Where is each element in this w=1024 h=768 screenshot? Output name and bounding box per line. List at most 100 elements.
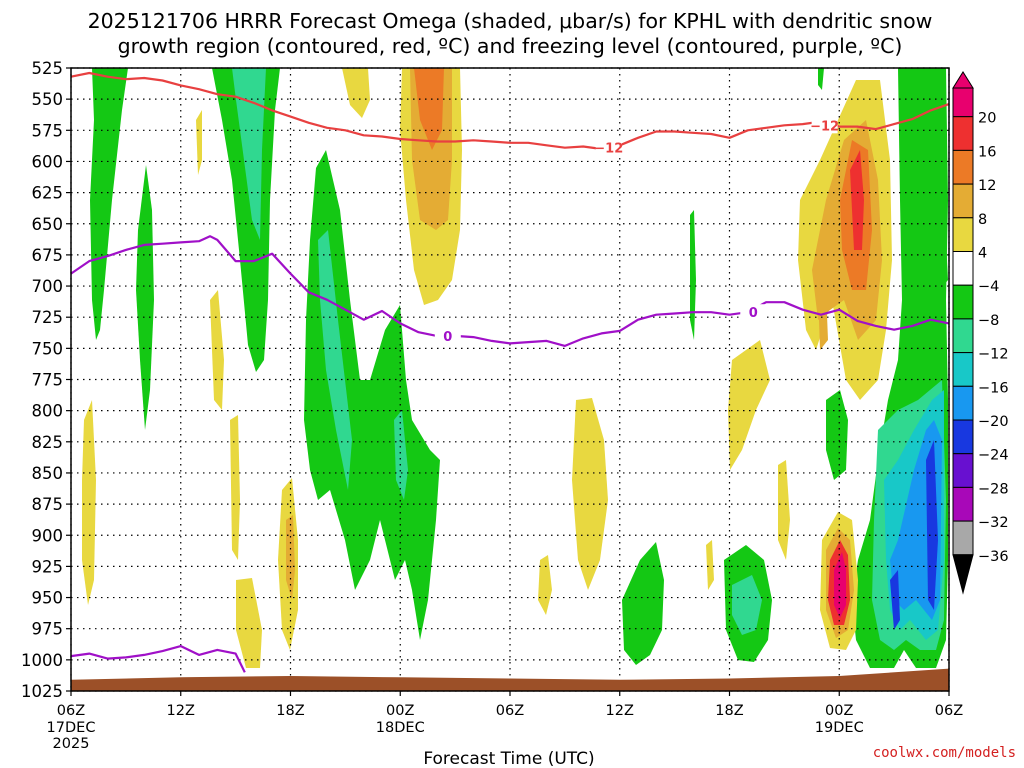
x-tick-label: 18Z xyxy=(715,703,743,719)
colorbar-swatch xyxy=(952,87,974,118)
omega-downward-region xyxy=(196,110,202,175)
terrain-fill xyxy=(71,668,949,691)
x-tick-label: 06Z xyxy=(496,703,524,719)
colorbar-swatch xyxy=(952,149,974,185)
y-tick-label: 525 xyxy=(32,59,64,78)
x-tick-label: 12Z xyxy=(606,703,634,719)
omega-downward-region xyxy=(572,398,608,590)
contour-label-background xyxy=(740,304,767,321)
y-tick-label: 775 xyxy=(32,371,64,390)
colorbar-label: −4 xyxy=(978,279,999,295)
omega-upward-region xyxy=(304,150,440,640)
y-axis: 525 550 575 600 625 650 675 700 725 750 775 800 825 8… xyxy=(21,59,71,701)
contour-label-background xyxy=(811,117,838,134)
colorbar-swatch xyxy=(952,453,974,488)
omega-strong-upward-region xyxy=(926,440,938,610)
colorbar-bottom-triangle xyxy=(952,554,974,595)
colorbar-label: −36 xyxy=(978,549,1009,565)
y-tick-label: 875 xyxy=(32,495,64,514)
contour-label: −12 xyxy=(810,119,839,134)
freezing-level-contour xyxy=(70,235,950,347)
omega-strong-upward-region xyxy=(394,410,408,500)
omega-downward-region xyxy=(850,150,864,250)
x-axis-title: Forecast Time (UTC) xyxy=(423,749,594,768)
omega-downward-region xyxy=(538,555,552,615)
colorbar-swatch xyxy=(952,217,974,253)
x-tick-label: 06Z xyxy=(935,703,963,719)
contour-label: −12 xyxy=(594,142,623,157)
contour-label: 0 xyxy=(749,306,758,321)
x-tick-label: 18Z xyxy=(276,703,304,719)
colorbar-swatch xyxy=(952,318,974,354)
x-tick-label: 12Z xyxy=(167,703,195,719)
credit-text: coolwx.com/models xyxy=(873,745,1016,761)
y-tick-label: 700 xyxy=(32,277,64,296)
colorbar-swatch xyxy=(952,352,974,387)
omega-upward-region xyxy=(690,210,696,340)
colorbar-label: −16 xyxy=(978,380,1009,396)
omega-downward-region xyxy=(230,415,240,560)
x-tick-year-label: 2025 xyxy=(53,736,90,752)
colorbar-label: 20 xyxy=(978,111,996,127)
x-tick-date-label: 19DEC xyxy=(815,720,864,736)
y-tick-label: 1025 xyxy=(21,682,63,701)
colorbar-label: −8 xyxy=(978,313,999,329)
colorbar-swatch xyxy=(952,251,974,286)
contour-lines: −12 −12 0 0 xyxy=(70,71,950,673)
colorbar: 20 16 12 8 4 −4 −8 −12 −16 −20 −24 −28 −32 −36 xyxy=(952,71,1009,595)
colorbar-swatch xyxy=(952,486,974,522)
colorbar-swatch xyxy=(952,385,974,421)
omega-upward-region xyxy=(622,542,664,665)
colorbar-label: −20 xyxy=(978,414,1009,430)
y-tick-label: 625 xyxy=(32,184,64,203)
omega-downward-region xyxy=(236,578,262,668)
y-tick-label: 925 xyxy=(32,557,64,576)
omega-downward-region xyxy=(728,340,770,470)
colorbar-label: 12 xyxy=(978,178,996,194)
omega-shading xyxy=(82,68,948,668)
colorbar-label: −28 xyxy=(978,481,1009,497)
omega-upward-region xyxy=(826,390,848,480)
omega-upward-region xyxy=(212,68,280,372)
chart-title-line2: growth region (contoured, red, ºC) and f… xyxy=(118,34,903,58)
chart-grid xyxy=(70,67,950,692)
omega-downward-region xyxy=(706,540,714,590)
colorbar-label: 4 xyxy=(978,246,987,262)
dgz-minus12-contour xyxy=(70,71,950,151)
contour-label-background xyxy=(434,327,461,344)
omega-downward-region xyxy=(286,515,295,600)
omega-upward-region xyxy=(90,68,128,340)
y-tick-label: 900 xyxy=(32,526,64,545)
y-tick-label: 725 xyxy=(32,308,64,327)
y-tick-label: 975 xyxy=(32,620,64,639)
colorbar-label: 8 xyxy=(978,212,987,228)
y-tick-label: 575 xyxy=(32,121,64,140)
contour-label-background xyxy=(595,139,622,156)
y-tick-label: 950 xyxy=(32,589,64,608)
omega-downward-region xyxy=(414,68,444,150)
y-tick-label: 550 xyxy=(32,90,64,109)
omega-upward-region xyxy=(818,68,824,90)
omega-downward-region xyxy=(818,290,828,350)
y-tick-label: 750 xyxy=(32,339,64,358)
x-tick-label: 06Z xyxy=(57,703,85,719)
omega-strong-upward-region xyxy=(890,570,900,630)
colorbar-label: 16 xyxy=(978,144,996,160)
contour-label: 0 xyxy=(443,330,452,345)
y-tick-label: 1000 xyxy=(21,651,63,670)
colorbar-label: −32 xyxy=(978,515,1009,531)
chart-title-line1: 2025121706 HRRR Forecast Omega (shaded, … xyxy=(88,9,933,33)
omega-downward-region xyxy=(778,460,790,560)
omega-downward-region xyxy=(210,290,224,410)
x-tick-label: 00Z xyxy=(825,703,853,719)
colorbar-label: −24 xyxy=(978,448,1009,464)
omega-upward-region xyxy=(136,165,154,430)
colorbar-top-triangle xyxy=(952,71,974,89)
y-tick-label: 850 xyxy=(32,464,64,483)
terrain-area xyxy=(71,668,949,691)
y-tick-label: 650 xyxy=(32,215,64,234)
colorbar-swatch xyxy=(952,284,974,320)
x-tick-label: 00Z xyxy=(386,703,414,719)
